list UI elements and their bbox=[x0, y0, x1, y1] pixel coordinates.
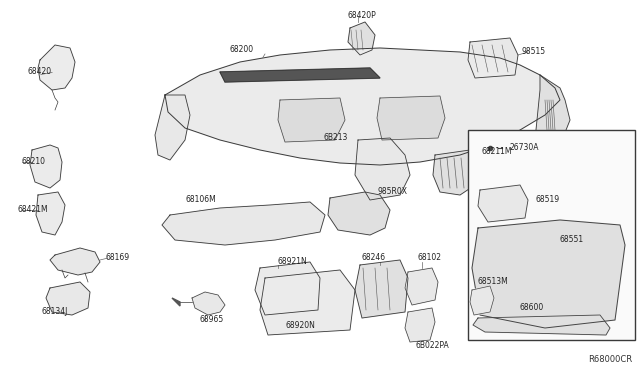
Text: 68965: 68965 bbox=[200, 315, 224, 324]
Text: 26730A: 26730A bbox=[510, 144, 540, 153]
Polygon shape bbox=[36, 192, 65, 235]
Text: 68211M: 68211M bbox=[482, 148, 513, 157]
Text: 68551: 68551 bbox=[560, 235, 584, 244]
Polygon shape bbox=[405, 308, 435, 342]
Text: 68106M: 68106M bbox=[185, 196, 216, 205]
Polygon shape bbox=[192, 292, 225, 315]
Polygon shape bbox=[165, 48, 560, 165]
Polygon shape bbox=[220, 68, 380, 82]
Polygon shape bbox=[155, 95, 190, 160]
Text: 68102: 68102 bbox=[418, 253, 442, 263]
Text: 68513M: 68513M bbox=[478, 278, 509, 286]
Text: R68000CR: R68000CR bbox=[588, 355, 632, 364]
Text: 98515: 98515 bbox=[522, 48, 546, 57]
Text: 68210: 68210 bbox=[22, 157, 46, 167]
Polygon shape bbox=[172, 298, 180, 306]
Polygon shape bbox=[162, 202, 325, 245]
Polygon shape bbox=[50, 248, 100, 275]
Polygon shape bbox=[30, 145, 62, 188]
Polygon shape bbox=[38, 45, 75, 90]
Polygon shape bbox=[278, 98, 345, 142]
Polygon shape bbox=[535, 75, 570, 155]
Polygon shape bbox=[472, 220, 625, 328]
Polygon shape bbox=[260, 270, 355, 335]
Text: 6B213: 6B213 bbox=[324, 134, 348, 142]
Polygon shape bbox=[328, 192, 390, 235]
Polygon shape bbox=[255, 262, 320, 315]
Text: 68600: 68600 bbox=[520, 304, 544, 312]
Polygon shape bbox=[405, 268, 438, 305]
Text: 985R0X: 985R0X bbox=[378, 187, 408, 196]
Text: 68246: 68246 bbox=[362, 253, 386, 263]
Polygon shape bbox=[355, 260, 408, 318]
Polygon shape bbox=[473, 315, 610, 335]
Text: 68420P: 68420P bbox=[348, 12, 377, 20]
Polygon shape bbox=[433, 150, 478, 195]
Text: 68169: 68169 bbox=[105, 253, 129, 263]
Text: 68519: 68519 bbox=[535, 196, 559, 205]
Text: 68921N: 68921N bbox=[278, 257, 308, 266]
Text: 68420: 68420 bbox=[28, 67, 52, 77]
Bar bbox=[468, 130, 635, 340]
Polygon shape bbox=[377, 96, 445, 140]
Text: 68200: 68200 bbox=[230, 45, 254, 55]
Text: 68920N: 68920N bbox=[285, 321, 315, 330]
Polygon shape bbox=[478, 185, 528, 222]
Text: 6B022PA: 6B022PA bbox=[415, 340, 449, 350]
Polygon shape bbox=[468, 38, 518, 78]
Polygon shape bbox=[348, 22, 375, 55]
Polygon shape bbox=[46, 282, 90, 315]
Text: 68134J: 68134J bbox=[42, 308, 68, 317]
Polygon shape bbox=[470, 286, 494, 315]
Text: 68421M: 68421M bbox=[18, 205, 49, 215]
Polygon shape bbox=[355, 138, 410, 200]
